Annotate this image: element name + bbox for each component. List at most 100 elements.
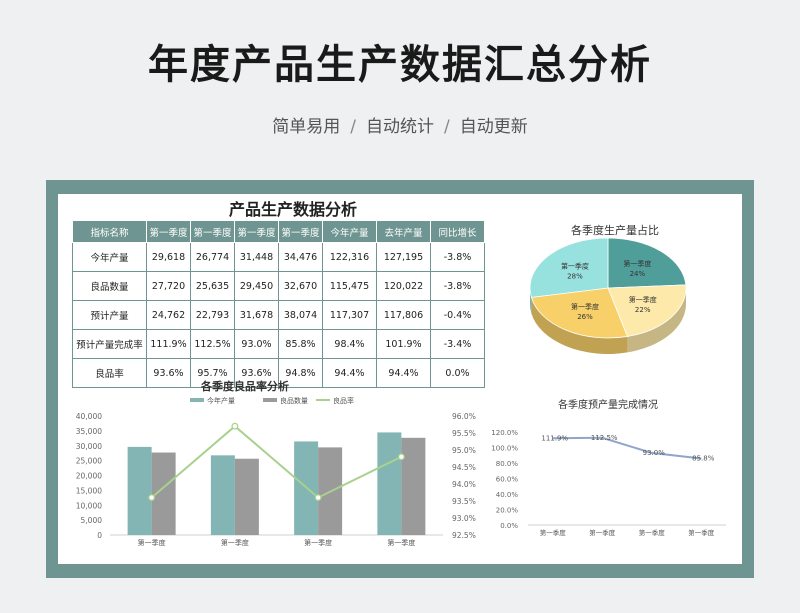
line-y-tick-label: 0.0% [500,522,518,530]
legend-label: 今年产量 [207,396,235,405]
table-row: 预计产量 24,762 22,793 31,678 38,074 117,307… [72,300,485,330]
line-good-rate [150,424,402,499]
table-cell[interactable]: 94.4% [322,358,377,388]
subtitle-item: 自动统计 [366,117,434,137]
line-y-tick-label: 40.0% [496,491,519,499]
x-tick-label: 第一季度 [304,538,332,547]
y-tick-label: 0 [97,531,102,540]
table-cell[interactable]: 32,670 [278,271,323,301]
x-tick-label: 第一季度 [138,538,166,547]
table-cell[interactable]: 今年产量 [72,242,147,272]
pie-chart-title: 各季度生产量占比 [571,223,659,237]
line-y-tick-label: 60.0% [496,476,519,484]
y-tick-label: 30,000 [76,442,102,451]
table-header-cell[interactable]: 今年产量 [322,220,377,243]
y2-tick-label: 95.5% [452,429,476,438]
completion-data-label: 93.0% [643,449,666,457]
table-cell[interactable]: 112.5% [190,329,235,359]
pie-slice-side [531,297,628,354]
y2-tick-label: 92.5% [452,531,476,540]
spreadsheet-sheet: 产品生产数据分析 指标名称 第一季度 第一季度 第一季度 第一季度 今年产量 去… [58,194,742,564]
table-cell[interactable]: -3.8% [430,271,485,301]
pie-slice-label: 第一季度 [623,259,651,268]
line-y-tick-label: 120.0% [491,429,518,437]
pie-slice [530,287,628,339]
y2-tick-label: 94.5% [452,463,476,472]
x-tick-label: 第一季度 [221,538,249,547]
x-tick-label: 第一季度 [387,538,415,547]
legend-swatch [263,398,277,402]
table-cell[interactable]: 预计产量 [72,300,147,330]
y2-tick-label: 96.0% [452,412,476,421]
sheet-title: 产品生产数据分析 [228,200,357,219]
table-cell[interactable]: 93.6% [234,358,279,388]
subtitle-separator: / [350,117,356,137]
bar-this-year [377,432,402,535]
pie-slice-side [627,288,686,353]
y-tick-label: 10,000 [76,501,102,510]
pie-slice [607,237,687,289]
line-x-tick-label: 第一季度 [639,528,666,537]
pie-slice-value: 28% [567,272,583,280]
pie-slice-value: 24% [630,270,646,278]
subtitle-item: 简单易用 [272,117,341,137]
completion-line [552,436,702,460]
table-header-cell[interactable]: 指标名称 [72,220,147,243]
completion-data-label: 111.9% [541,434,568,442]
subtitle: 简单易用 / 自动统计 / 自动更新 [0,112,800,137]
table-cell[interactable]: 98.4% [322,329,377,359]
y-tick-label: 35,000 [76,427,102,436]
y2-tick-label: 94.0% [452,480,476,489]
legend-label: 良品数量 [280,396,308,405]
line-point [314,494,322,502]
bar-chart-title: 各季度良品率分析 [200,379,289,393]
table-cell[interactable]: 29,618 [146,242,191,272]
completion-data-label: 85.8% [692,455,715,463]
table-header-cell[interactable]: 同比增长 [430,220,485,243]
table-cell[interactable]: 95.7% [190,358,235,388]
table-cell[interactable]: 良品率 [72,358,147,388]
page-title: 年度产品生产数据汇总分析 [148,42,652,88]
table-cell[interactable]: 94.4% [376,358,431,388]
pie-slice [607,284,687,337]
line-point [397,453,405,461]
pie-slice [529,237,609,298]
table-cell[interactable]: 预计产量完成率 [72,329,147,359]
table-cell[interactable]: -3.8% [430,242,485,272]
line-x-tick-label: 第一季度 [688,528,715,537]
data-table: 指标名称 第一季度 第一季度 第一季度 第一季度 今年产量 去年产量 同比增长 … [72,220,485,388]
subtitle-item: 自动更新 [459,117,528,137]
y-tick-label: 5,000 [81,516,103,525]
line-y-tick-label: 100.0% [491,445,518,453]
table-cell[interactable]: 115,475 [322,271,377,301]
table-header-cell[interactable]: 第一季度 [190,220,235,243]
table-row: 今年产量 29,618 26,774 31,448 34,476 122,316… [72,242,485,272]
table-header-cell[interactable]: 第一季度 [146,220,191,243]
line-point [231,422,239,430]
table-cell[interactable]: 93.0% [234,329,279,359]
table-header-cell[interactable]: 第一季度 [278,220,323,243]
bar-this-year [127,446,152,535]
bar-good-qty [401,437,426,535]
bar-good-qty [234,458,259,535]
table-cell[interactable]: 127,195 [376,242,431,272]
line-chart-title: 各季度预产量完成情况 [558,398,658,411]
legend-swatch [190,398,204,402]
pie-slice-value: 22% [635,306,651,314]
pie-slice-label: 第一季度 [571,302,599,311]
table-cell[interactable]: 93.6% [146,358,191,388]
table-cell[interactable]: 122,316 [322,242,377,272]
legend-label: 良品率 [333,396,354,405]
table-cell[interactable]: 26,774 [190,242,235,272]
line-y-tick-label: 20.0% [496,507,519,515]
table-header-row: 指标名称 第一季度 第一季度 第一季度 第一季度 今年产量 去年产量 同比增长 [72,220,485,243]
line-x-tick-label: 第一季度 [540,528,567,537]
line-y-tick-label: 80.0% [496,460,519,468]
table-cell[interactable]: 0.0% [430,358,485,388]
table-cell[interactable]: 29,450 [234,271,279,301]
y2-tick-label: 95.0% [452,446,476,455]
table-row: 预计产量完成率 111.9% 112.5% 93.0% 85.8% 98.4% … [72,329,485,359]
table-header-cell[interactable]: 去年产量 [376,220,431,243]
table-row: 良品率 93.6% 95.7% 93.6% 94.8% 94.4% 94.4% … [72,358,485,388]
table-row: 良品数量 27,720 25,635 29,450 32,670 115,475… [72,271,485,301]
